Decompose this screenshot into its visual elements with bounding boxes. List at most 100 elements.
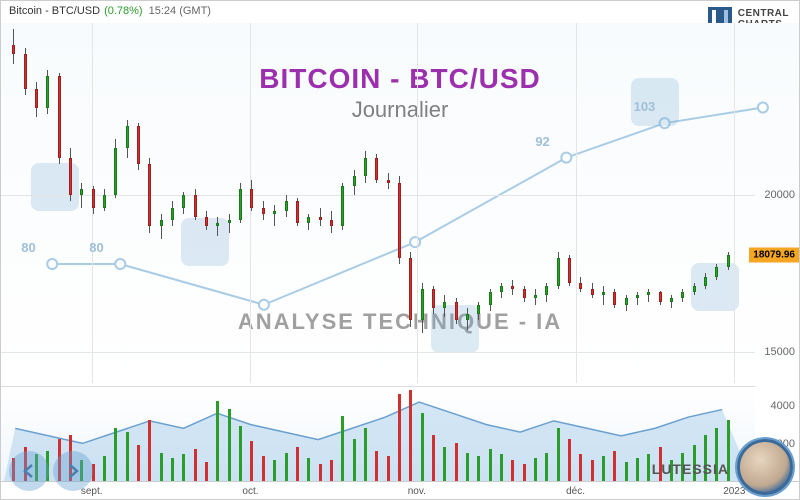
volume-bar: [353, 439, 356, 481]
volume-bar: [307, 458, 310, 481]
volume-bar: [591, 460, 594, 481]
candle: [69, 148, 72, 201]
candle: [228, 214, 231, 233]
nav-prev-button[interactable]: [9, 451, 49, 491]
chart-area: BITCOIN - BTC/USD Journalier ANALYSE TEC…: [1, 23, 799, 499]
candle: [296, 198, 299, 226]
trend-point-label: 103: [634, 99, 656, 114]
candle: [636, 292, 639, 305]
volume-bar: [387, 456, 390, 481]
volume-bar: [182, 454, 185, 481]
chart-header: Bitcoin - BTC/USD (0.78%) 15:24 (GMT): [1, 1, 799, 21]
volume-bar: [296, 447, 299, 481]
candle: [432, 286, 435, 314]
candle: [126, 120, 129, 158]
volume-bar: [285, 453, 288, 482]
candle: [466, 308, 469, 330]
candle: [625, 295, 628, 311]
candle: [568, 255, 571, 286]
candle: [262, 201, 265, 220]
volume-bar: [432, 435, 435, 481]
candle: [443, 295, 446, 317]
title-sub: Journalier: [259, 97, 540, 123]
x-tick-label: oct.: [242, 486, 258, 497]
volume-bar: [500, 454, 503, 481]
candle: [715, 264, 718, 280]
candle: [421, 283, 424, 333]
lutessia-label: LUTESSIA: [652, 461, 729, 477]
candle: [387, 173, 390, 189]
volume-bar: [126, 432, 129, 481]
volume-bar: [477, 456, 480, 481]
candle: [330, 211, 333, 233]
candle: [273, 205, 276, 227]
volume-bar: [216, 401, 219, 481]
x-tick-label: 2023: [723, 486, 745, 497]
volume-chart[interactable]: 20004000: [1, 386, 755, 481]
vol-y-tick: 4000: [771, 400, 795, 412]
candle: [579, 277, 582, 293]
nav-next-button[interactable]: [53, 451, 93, 491]
assistant-avatar[interactable]: [737, 439, 793, 495]
volume-bar: [647, 454, 650, 481]
volume-bar: [330, 460, 333, 481]
volume-bar: [602, 456, 605, 481]
candle: [511, 280, 514, 296]
volume-bar: [568, 439, 571, 481]
trend-point-label: 80: [21, 240, 35, 255]
volume-bar: [489, 449, 492, 481]
volume-bar: [579, 454, 582, 481]
volume-bar: [625, 462, 628, 481]
candle: [239, 183, 242, 224]
candle: [693, 283, 696, 296]
volume-bar: [171, 458, 174, 481]
volume-bar: [239, 426, 242, 481]
candle: [137, 123, 140, 170]
volume-bar: [557, 428, 560, 481]
candle: [727, 252, 730, 271]
candle: [375, 154, 378, 182]
candle: [171, 201, 174, 226]
volume-bar: [421, 413, 424, 481]
candle: [285, 195, 288, 217]
candle: [409, 252, 412, 327]
candle: [341, 183, 344, 230]
current-price-tag: 18079.96: [749, 248, 799, 263]
volume-bar: [375, 451, 378, 481]
candle: [160, 214, 163, 239]
candle: [148, 158, 151, 233]
candle: [670, 295, 673, 308]
price-chart[interactable]: BITCOIN - BTC/USD Journalier ANALYSE TEC…: [1, 23, 799, 383]
volume-bar: [364, 428, 367, 481]
volume-bar: [103, 456, 106, 481]
volume-bar: [523, 464, 526, 481]
candle: [216, 217, 219, 236]
volume-bar: [398, 394, 401, 481]
candle: [613, 289, 616, 308]
candle: [364, 151, 367, 182]
volume-bar: [228, 409, 231, 481]
candle: [46, 70, 49, 114]
y-tick-label: 20000: [764, 189, 795, 201]
candle: [307, 214, 310, 230]
volume-bar: [534, 458, 537, 481]
candle: [80, 183, 83, 208]
volume-bar: [114, 428, 117, 481]
candle: [114, 139, 117, 198]
candle: [704, 273, 707, 289]
volume-bar: [636, 458, 639, 481]
volume-bar: [409, 390, 412, 481]
volume-bar: [194, 449, 197, 481]
volume-bar: [319, 464, 322, 481]
instrument-name: Bitcoin - BTC/USD: [9, 5, 100, 17]
candle: [681, 289, 684, 302]
volume-bar: [273, 460, 276, 481]
volume-bar: [160, 453, 163, 482]
x-axis: sept.oct.nov.déc.2023: [1, 481, 799, 499]
candle: [319, 208, 322, 227]
volume-bar: [250, 441, 253, 481]
trend-point-label: 80: [89, 240, 103, 255]
volume-bar: [613, 451, 616, 481]
volume-bar: [466, 453, 469, 482]
pct-change: (0.78%): [104, 5, 143, 17]
